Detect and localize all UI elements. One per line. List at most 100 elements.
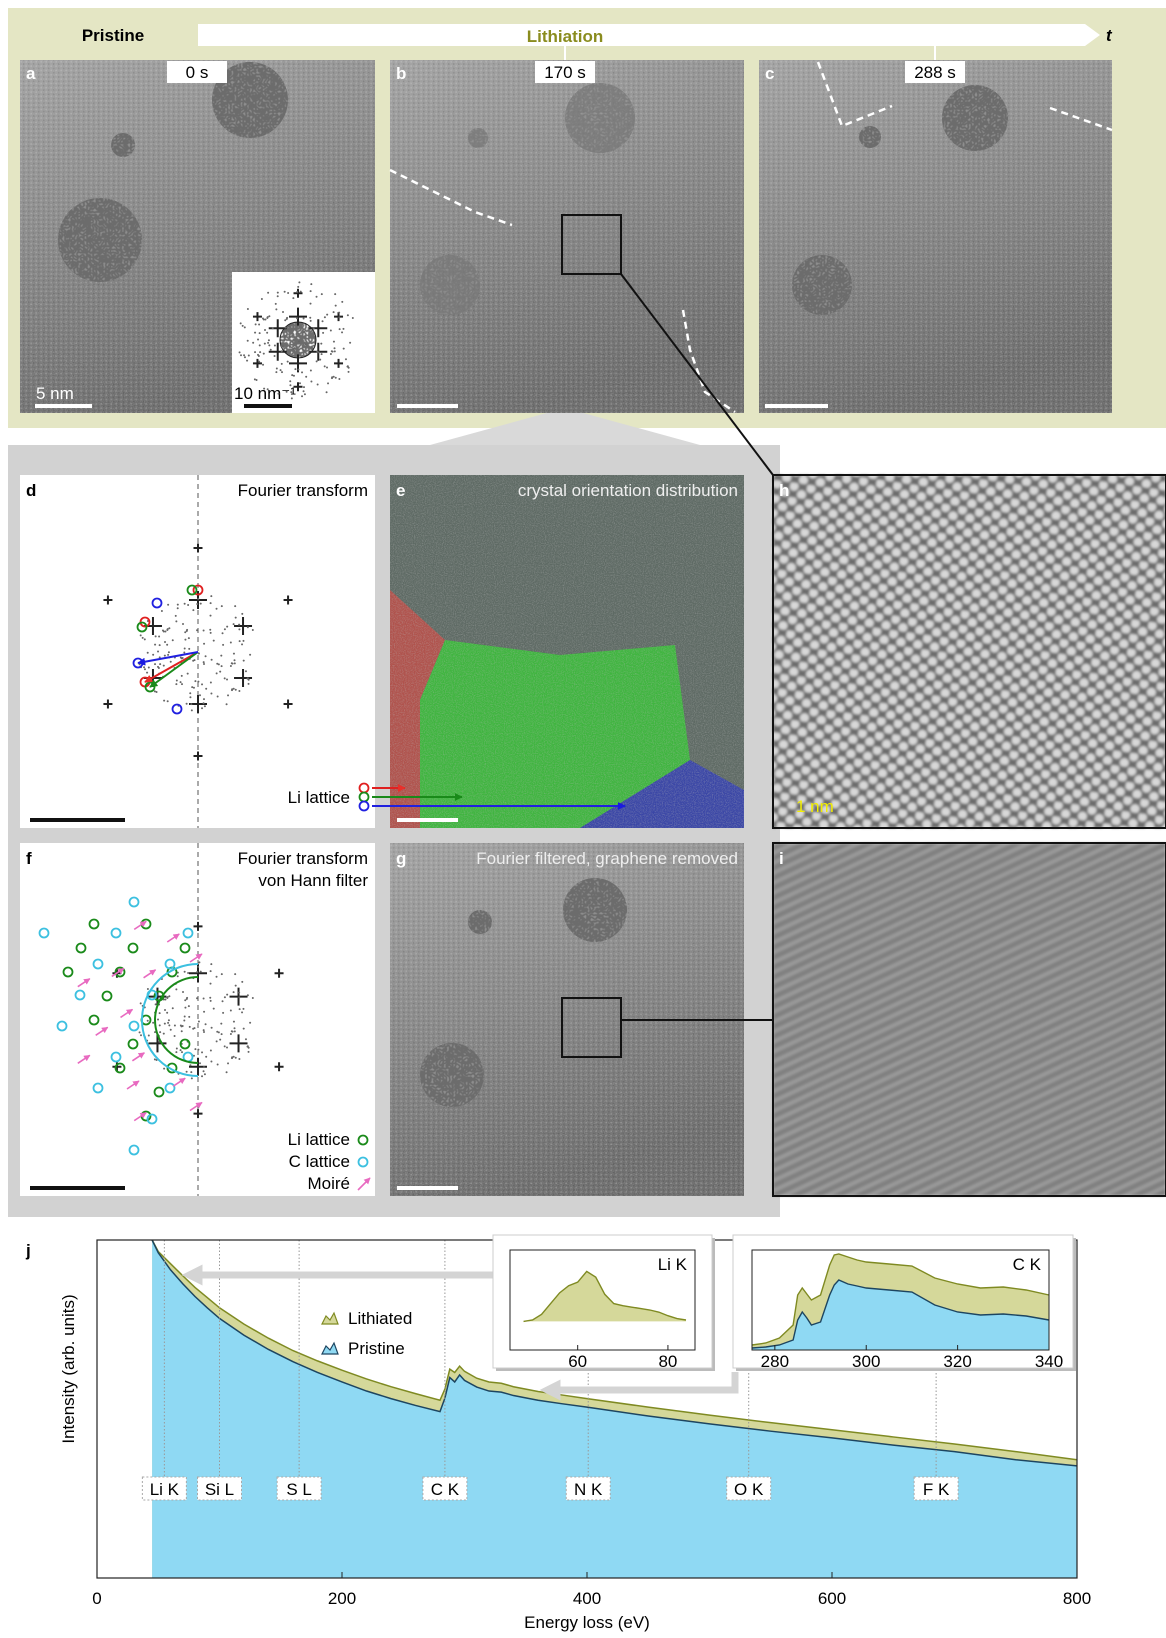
fft-speck <box>247 626 249 628</box>
fft-speck <box>152 654 154 656</box>
particle-texture <box>420 1043 484 1107</box>
fft-speck <box>299 382 301 384</box>
fft-speck <box>326 314 328 316</box>
fft-speck <box>281 371 283 373</box>
fft-speck <box>221 605 223 607</box>
fft-speck <box>203 1031 205 1033</box>
fft-speck <box>281 350 283 352</box>
fft-speck <box>238 690 240 692</box>
fft-speck <box>203 698 205 700</box>
fft-speck <box>199 1062 201 1064</box>
fft-speck <box>164 1009 166 1011</box>
particle-texture <box>468 910 492 934</box>
fft-speck <box>175 988 177 990</box>
fft-speck <box>161 610 163 612</box>
inset-tick-label: 340 <box>1035 1352 1063 1371</box>
fft-speck <box>219 1039 221 1041</box>
fft-speck <box>283 340 285 342</box>
panel-title: Fourier transform <box>238 481 368 500</box>
fft-speck <box>184 999 186 1001</box>
fft-speck <box>277 393 279 395</box>
fft-speck <box>239 640 241 642</box>
fft-speck <box>224 1045 226 1047</box>
fft-speck <box>267 292 269 294</box>
fft-speck <box>335 377 337 379</box>
fft-speck <box>175 615 177 617</box>
fft-speck <box>240 322 242 324</box>
inset-tick-label: 300 <box>852 1352 880 1371</box>
fft-speck <box>180 681 182 683</box>
fft-speck <box>210 595 212 597</box>
inset-tick-label: 80 <box>658 1352 677 1371</box>
fft-speck <box>345 358 347 360</box>
fft-speck <box>289 384 291 386</box>
fft-speck <box>338 312 340 314</box>
panel-letter: i <box>779 849 784 868</box>
figure: Pristine Lithiation t 0 s170 s288 s10 nm… <box>0 0 1166 1633</box>
edge-label: Si L <box>205 1480 234 1499</box>
fft-speck <box>155 635 157 637</box>
fft-speck <box>292 297 294 299</box>
fft-speck <box>226 679 228 681</box>
fft-speck <box>297 286 299 288</box>
fft-speck <box>310 320 312 322</box>
fft-speck <box>234 659 236 661</box>
noise <box>759 60 1112 413</box>
fft-speck <box>181 657 183 659</box>
edge-label: Li K <box>150 1480 180 1499</box>
fft-speck <box>201 1051 203 1053</box>
fft-speck <box>303 318 305 320</box>
fft-speck <box>291 374 293 376</box>
fft-speck <box>210 681 212 683</box>
fft-speck <box>241 981 243 983</box>
fft-speck <box>258 355 260 357</box>
fft-speck <box>284 319 286 321</box>
edge-label: S L <box>286 1480 312 1499</box>
fft-speck <box>167 1022 169 1024</box>
fft-speck <box>142 637 144 639</box>
closeup <box>773 475 1166 828</box>
fft-speck <box>192 660 194 662</box>
fft-speck <box>349 342 351 344</box>
fft-speck <box>152 1022 154 1024</box>
fft-speck <box>238 624 240 626</box>
fft-speck <box>330 353 332 355</box>
fft-speck <box>184 971 186 973</box>
fft-speck <box>184 1016 186 1018</box>
fft-speck <box>241 1011 243 1013</box>
legend-label: Moiré <box>307 1174 350 1193</box>
fft-speck <box>277 295 279 297</box>
particle-texture <box>563 878 627 942</box>
panel-letter: f <box>26 849 32 868</box>
fft-speck <box>233 991 235 993</box>
panel-title: von Hann filter <box>258 871 368 890</box>
fft-speck <box>322 320 324 322</box>
fft-speck <box>201 683 203 685</box>
fft-speck <box>284 336 286 338</box>
fft-speck <box>194 680 196 682</box>
fft-speck <box>245 670 247 672</box>
fft-speck <box>259 344 261 346</box>
fft-speck <box>303 331 305 333</box>
fft-speck <box>259 351 261 353</box>
fft-speck <box>300 291 302 293</box>
fft-speck <box>210 615 212 617</box>
particle-texture <box>942 85 1008 151</box>
fft-speck <box>252 629 254 631</box>
fft-speck <box>274 355 276 357</box>
fft-speck <box>181 675 183 677</box>
fft-speck <box>221 1033 223 1035</box>
fft-speck <box>264 343 266 345</box>
fft-speck <box>338 316 340 318</box>
fft-speck <box>231 688 233 690</box>
fft-speck <box>287 361 289 363</box>
fft-speck <box>238 996 240 998</box>
fft-speck <box>197 966 199 968</box>
fft-speck <box>172 639 174 641</box>
fft-speck <box>159 1012 161 1014</box>
fft-speck <box>188 648 190 650</box>
noise <box>390 475 744 828</box>
fft-speck <box>303 390 305 392</box>
legend-label: Lithiated <box>348 1309 412 1328</box>
panel-letter: a <box>26 64 36 83</box>
